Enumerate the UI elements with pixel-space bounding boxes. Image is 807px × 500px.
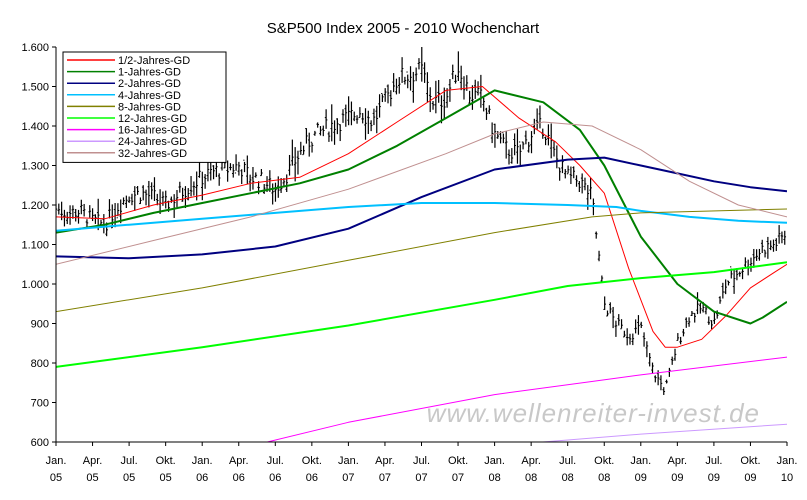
y-tick-label: 1.400 [21, 121, 49, 133]
x-tick-label-month: Okt. [302, 455, 322, 467]
x-tick-label-year: 07 [452, 472, 464, 484]
x-tick-label-year: 05 [160, 472, 172, 484]
x-tick-label-year: 06 [196, 472, 208, 484]
x-tick-label-month: Apr. [83, 455, 103, 467]
chart-title: S&P500 Index 2005 - 2010 Wochenchart [267, 20, 540, 37]
x-tick-label-year: 05 [50, 472, 62, 484]
x-tick-label-year: 05 [123, 472, 135, 484]
series-line-24-jahres-gd [265, 356, 787, 442]
x-tick-label-year: 08 [488, 472, 500, 484]
x-tick-label-year: 07 [379, 472, 391, 484]
y-tick-label: 800 [31, 358, 49, 370]
y-tick-label: 1.200 [21, 200, 49, 212]
series-line-2-jahres-gd [56, 156, 787, 260]
x-tick-label-month: Jan. [630, 455, 651, 467]
y-tick-label: 1.300 [21, 161, 49, 173]
x-tick-label-year: 09 [635, 472, 647, 484]
series-line-1-2-jahres-gd [56, 86, 787, 348]
y-tick-label: 1.600 [21, 42, 49, 54]
series-layer [56, 47, 787, 442]
legend-label: 32-Jahres-GD [118, 148, 187, 160]
legend-label: 2-Jahres-GD [118, 78, 181, 90]
x-tick-label-month: Okt. [448, 455, 468, 467]
x-tick-label-month: Jul. [559, 455, 576, 467]
y-tick-label: 900 [31, 319, 49, 331]
watermark: www.wellenreiter-invest.de [427, 398, 760, 428]
x-tick-label-year: 07 [415, 472, 427, 484]
x-tick-label-year: 05 [86, 472, 98, 484]
legend-box [62, 51, 227, 163]
x-tick-label-month: Jul. [413, 455, 430, 467]
x-tick-label-year: 07 [342, 472, 354, 484]
y-tick-label: 700 [31, 398, 49, 410]
x-tick-label-year: 09 [671, 472, 683, 484]
legend-label: 4-Jahres-GD [118, 90, 181, 102]
series-line-1-jahres-gd [56, 89, 787, 325]
x-tick-label-month: Apr. [375, 455, 395, 467]
x-tick-label-month: Jan. [777, 455, 798, 467]
series-line-12-jahres-gd [56, 208, 787, 313]
series-line-32-jahres-gd [536, 423, 787, 442]
x-tick-label-month: Apr. [521, 455, 541, 467]
legend: 1/2-Jahres-GD1-Jahres-GD2-Jahres-GD4-Jah… [62, 51, 227, 163]
x-tick-label-month: Okt. [594, 455, 614, 467]
series-line-16-jahres-gd [56, 261, 787, 368]
price-bars [56, 47, 787, 395]
y-tick-label: 1.000 [21, 279, 49, 291]
x-tick-label-month: Jul. [267, 455, 284, 467]
x-tick-label-month: Jan. [338, 455, 359, 467]
legend-label: 12-Jahres-GD [118, 113, 187, 125]
x-tick-label-year: 06 [269, 472, 281, 484]
series-line-8-jahres-gd [56, 121, 787, 265]
y-tick-label: 600 [31, 437, 49, 449]
x-tick-label-year: 06 [306, 472, 318, 484]
legend-label: 1-Jahres-GD [118, 67, 181, 79]
x-tick-label-month: Jan. [46, 455, 67, 467]
x-tick-label-month: Okt. [156, 455, 176, 467]
x-tick-label-year: 06 [233, 472, 245, 484]
y-tick-label: 1.500 [21, 82, 49, 94]
x-tick-label-month: Okt. [740, 455, 760, 467]
legend-label: 16-Jahres-GD [118, 125, 187, 137]
x-tick-label-year: 08 [562, 472, 574, 484]
x-tick-label-month: Jan. [192, 455, 213, 467]
x-tick-label-month: Jul. [121, 455, 138, 467]
legend-label: 24-Jahres-GD [118, 136, 187, 148]
x-tick-label-year: 09 [744, 472, 756, 484]
legend-label: 1/2-Jahres-GD [118, 55, 190, 67]
x-tick-label-year: 09 [708, 472, 720, 484]
y-tick-label: 1.100 [21, 240, 49, 252]
x-tick-label-month: Apr. [668, 455, 688, 467]
x-tick-label-year: 10 [781, 472, 793, 484]
x-tick-label-month: Jul. [705, 455, 722, 467]
x-tick-label-month: Jan. [484, 455, 505, 467]
series-line-4-jahres-gd [56, 202, 787, 232]
x-tick-label-month: Apr. [229, 455, 249, 467]
x-tick-label-year: 08 [525, 472, 537, 484]
legend-label: 8-Jahres-GD [118, 101, 181, 113]
x-tick-label-year: 08 [598, 472, 610, 484]
